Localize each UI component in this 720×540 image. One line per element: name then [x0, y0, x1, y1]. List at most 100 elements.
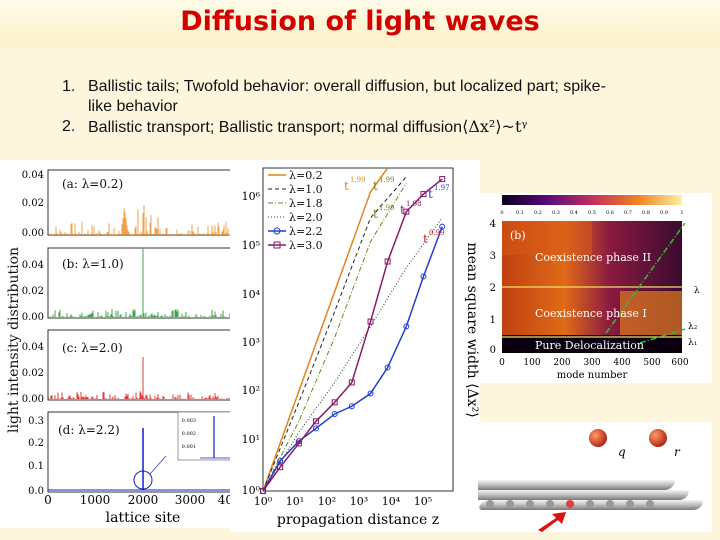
scatterer-sphere	[589, 429, 607, 447]
chart-legend: λ=0.2 λ=1.0 λ=1.8 λ=2.0 λ=2.2 λ=3.0	[268, 169, 323, 252]
slope-t: t	[428, 187, 433, 201]
input-arrow-icon	[538, 512, 566, 532]
intensity-trace	[48, 357, 237, 399]
x-tick: 400	[613, 358, 630, 368]
msd-chart-svg: λ=0.2 λ=1.0 λ=1.8 λ=2.0 λ=2.2 λ=3.0 t 1.…	[242, 167, 480, 528]
phase-diagram-svg: 0 0.1 0.2 0.3 0.4 0.5 0.6 0.7 0.8 0.9 1 …	[490, 195, 700, 381]
slope-exp: 0.99	[429, 229, 445, 237]
panel-a-tick: 0.02	[22, 198, 44, 209]
bullet-item: 2. Ballistic transport; Ballistic transp…	[62, 117, 622, 138]
phase-x-ticks: 0 100 200 300 400 500 600	[499, 358, 689, 368]
x-tick: 2000	[128, 493, 159, 507]
colorbar-tick: 0.7	[624, 210, 632, 216]
intensity-figure: light intensity distribution (a: λ=0.2) …	[0, 160, 258, 528]
series-point	[403, 208, 410, 215]
x-tick: 1000	[80, 493, 111, 507]
y-tick: 3	[490, 251, 496, 262]
region-label: Pure Delocalization	[535, 339, 644, 352]
x-tick: 10¹	[286, 495, 304, 508]
phase-y-ticks: 4 3 2 1 0	[490, 219, 496, 356]
y-tick: 10²	[242, 384, 260, 397]
series-point	[439, 223, 446, 230]
slope-exp: 1.99	[379, 176, 395, 184]
series-point	[348, 403, 355, 410]
right-label: λ	[694, 286, 700, 296]
y-tick: 0	[490, 345, 496, 356]
panel-d-label: (d: λ=2.2)	[58, 423, 120, 437]
slope-annotation: t 1.99 t 1.99 t 1.99 t 1.98 t 1.97 t 0.9…	[344, 176, 450, 246]
series-point	[277, 464, 284, 471]
colorbar	[502, 195, 682, 205]
x-tick: 10⁵	[414, 495, 432, 508]
y-ticks: 10⁶ 10⁵ 10⁴ 10³ 10² 10¹ 10⁰	[242, 190, 261, 497]
scatterer-sphere	[649, 429, 667, 447]
colorbar-tick: 0.2	[534, 210, 542, 216]
x-tick: 10⁴	[382, 495, 401, 508]
x-tick: 10³	[350, 495, 368, 508]
slope-exp: 1.99	[350, 176, 366, 184]
slide-title: Diffusion of light waves	[180, 6, 540, 37]
series-line	[262, 167, 389, 492]
legend-entry: λ=3.0	[289, 239, 323, 252]
panel-d-tick: 0.0	[28, 486, 44, 497]
phase-boundary	[605, 222, 686, 334]
sphere-label: r	[674, 445, 681, 459]
series-line	[262, 176, 407, 492]
intensity-figure-svg: light intensity distribution (a: λ=0.2) …	[6, 169, 248, 526]
waveguide-sketch: q r	[450, 422, 712, 532]
x-tick: 0	[44, 493, 52, 507]
y-tick: 4	[490, 219, 496, 230]
series-point	[295, 440, 302, 447]
x-tick: 300	[583, 358, 600, 368]
series-point	[367, 318, 374, 325]
panel-c-tick: 0.00	[22, 394, 44, 405]
msd-chart: λ=0.2 λ=1.0 λ=1.8 λ=2.0 λ=2.2 λ=3.0 t 1.…	[230, 160, 480, 532]
series-point	[420, 273, 427, 280]
series-point	[403, 323, 410, 330]
colorbar-tick: 0.1	[516, 210, 524, 216]
waveguide-rods	[450, 480, 703, 510]
intensity-trace	[49, 249, 238, 317]
panel-b-trace	[49, 249, 238, 317]
right-label: λ₂	[688, 322, 698, 332]
slope-t: t	[423, 232, 428, 246]
series-point	[312, 418, 319, 425]
sphere-label: q	[618, 445, 626, 459]
series-line	[262, 178, 443, 492]
colorbar-ticks: 0 0.1 0.2 0.3 0.4 0.5 0.6 0.7 0.8 0.9 1	[500, 210, 683, 216]
x-tick: 500	[643, 358, 660, 368]
y-tick: 10⁴	[242, 288, 261, 301]
inset-tick: 0.001	[182, 444, 196, 450]
panel-d: (d: λ=2.2) 0.3 0.2 0.1 0.0 0.003 0.002 0…	[28, 411, 239, 497]
legend-entry: λ=2.2	[289, 225, 323, 238]
right-label: λ₁	[688, 338, 697, 348]
inset-tick: 0.002	[182, 431, 196, 437]
panel-label: (b)	[510, 229, 526, 242]
legend-entry: λ=1.8	[289, 197, 323, 210]
series-point	[331, 399, 338, 406]
x-ticks: 10⁰ 10¹ 10² 10³ 10⁴ 10⁵	[254, 495, 432, 508]
bullet-text: Ballistic tails; Twofold behavior: overa…	[88, 78, 606, 115]
phase-diagram: 0 0.1 0.2 0.3 0.4 0.5 0.6 0.7 0.8 0.9 1 …	[480, 193, 712, 383]
zoom-circle	[133, 470, 153, 490]
y-tick: 10⁵	[242, 239, 260, 252]
x-tick: 10²	[318, 495, 336, 508]
panel-a: (a: λ=0.2) 0.04 0.02 0.00	[22, 169, 239, 239]
slope-t: t	[373, 179, 378, 193]
panel-c-tick: 0.04	[22, 342, 44, 353]
series-point	[312, 425, 319, 432]
colorbar-tick: 0.5	[588, 210, 596, 216]
panel-c: (c: λ=2.0) 0.04 0.02 0.00	[22, 329, 239, 405]
panel-a-label: (a: λ=0.2)	[62, 177, 123, 191]
x-tick: 0	[499, 358, 505, 368]
legend-entry: λ=1.0	[289, 183, 323, 196]
series-point	[439, 176, 446, 183]
x-tick: 100	[523, 358, 540, 368]
colorbar-tick: 0.4	[570, 210, 578, 216]
x-tick: 3000	[175, 493, 206, 507]
colorbar-tick: 0.9	[660, 210, 668, 216]
intensity-xlabel: lattice site	[106, 510, 181, 526]
region-label: Coexistence phase II	[535, 251, 651, 264]
panel-b: (b: λ=1.0) 0.04 0.02 0.00	[22, 247, 239, 323]
zoom-inset: 0.003 0.002 0.001	[177, 411, 237, 461]
